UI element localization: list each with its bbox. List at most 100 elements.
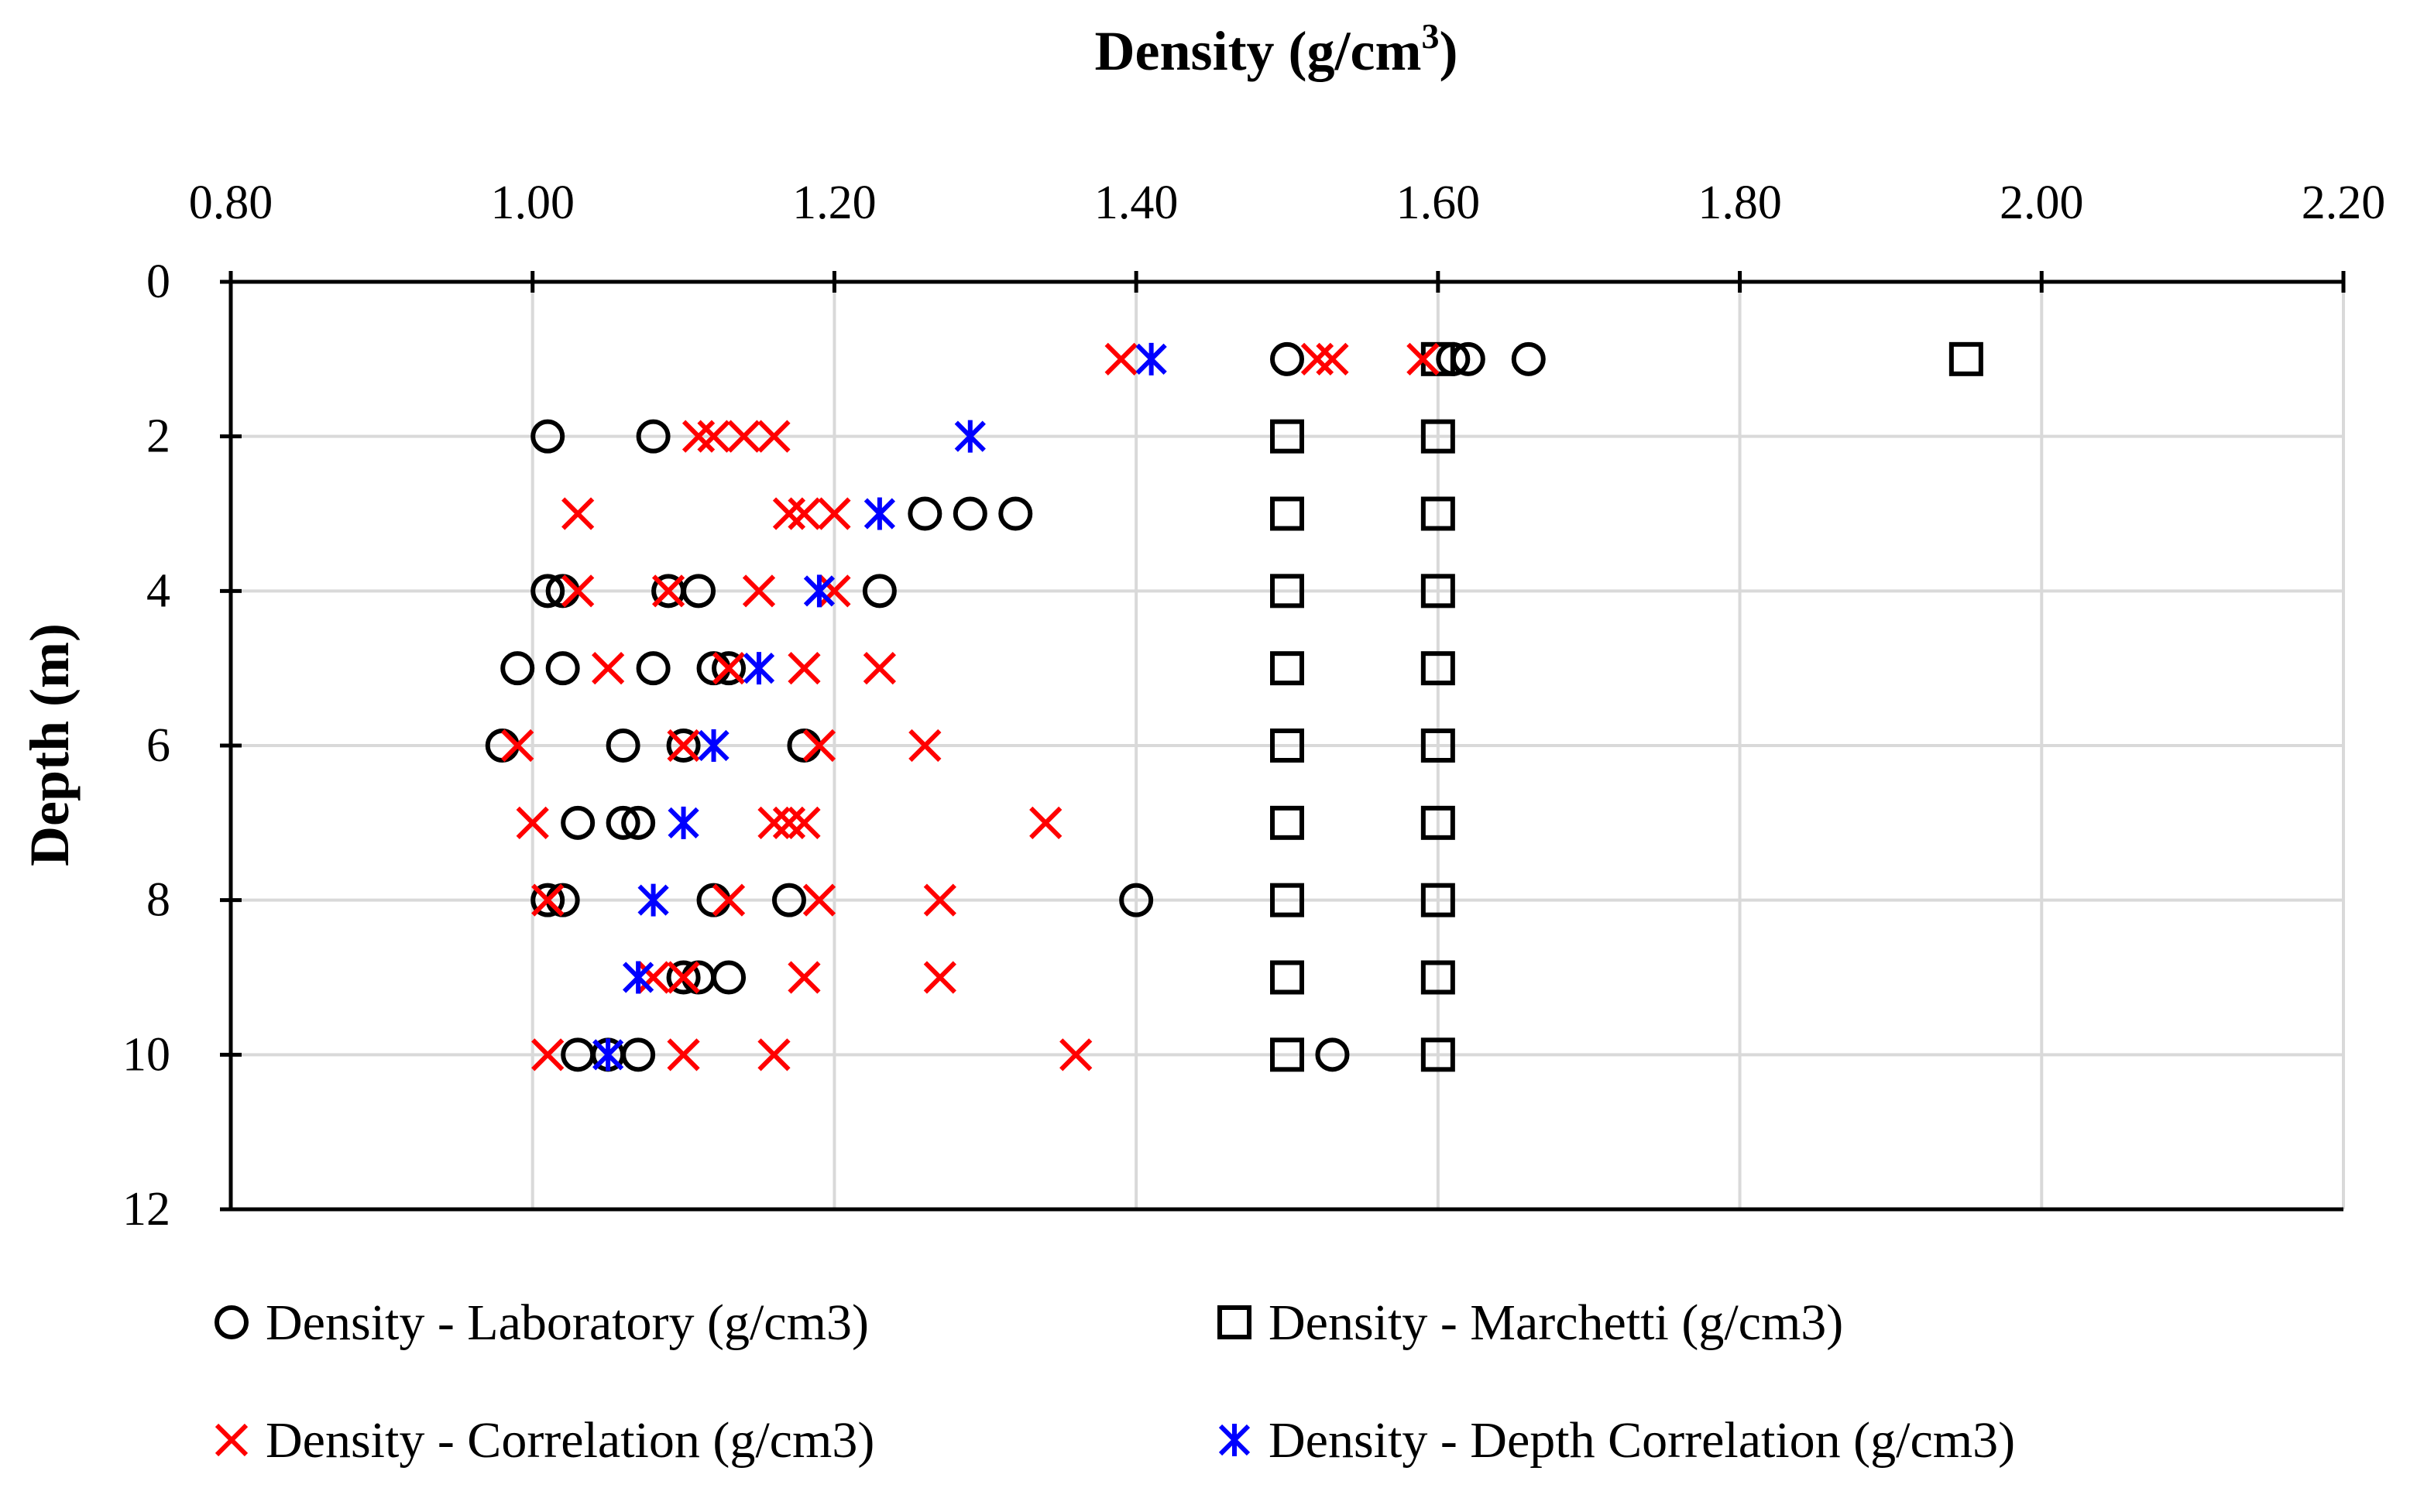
square-data-point [1270, 574, 1304, 609]
circle-data-point [636, 419, 671, 454]
y-tick-label: 12 [122, 1183, 170, 1236]
circle-data-point [681, 574, 716, 609]
asterisk-data-point [743, 652, 775, 685]
circle-data-point [530, 574, 565, 609]
x-data-point [788, 806, 821, 839]
x-data-point [818, 497, 851, 530]
circle-data-point [561, 805, 596, 840]
square-data-point [1420, 574, 1455, 609]
x-data-point [742, 574, 776, 608]
y-tick-label: 8 [146, 874, 170, 927]
x-data-point [531, 1038, 565, 1071]
x-data-point [757, 806, 791, 839]
square-data-point [1270, 805, 1304, 840]
square-data-point [1420, 419, 1455, 454]
square-data-point [1420, 883, 1455, 917]
x-data-point [818, 574, 851, 608]
y-tick-label: 2 [146, 410, 170, 463]
circle-data-point [1511, 341, 1546, 376]
x-tick-label: 1.20 [792, 177, 877, 229]
x-data-point [592, 652, 625, 685]
x-data-point [712, 652, 746, 685]
x-data-point [788, 652, 821, 685]
y-tick-label: 0 [146, 255, 170, 308]
x-tick-label: 0.80 [189, 177, 273, 229]
x-tick-label: 1.80 [1698, 177, 1782, 229]
square-data-point [1420, 960, 1455, 995]
square-data-point [1270, 729, 1304, 763]
square-data-point [1270, 1037, 1304, 1072]
x-data-point [727, 420, 760, 453]
legend-entry-label: Density - Laboratory (g/cm3) [266, 1294, 869, 1351]
x-data-point [788, 497, 821, 530]
legend-entry-label: Density - Correlation (g/cm3) [266, 1412, 874, 1469]
circle-data-point [666, 729, 701, 763]
circle-data-point [862, 574, 897, 609]
circle-data-point [530, 883, 565, 917]
square-data-point [1270, 419, 1304, 454]
asterisk-data-point [863, 497, 896, 530]
x-data-point [863, 652, 897, 685]
asterisk-data-point [622, 961, 654, 994]
legend-marker-x [215, 1423, 249, 1457]
circle-data-point [953, 496, 987, 531]
circle-data-point [621, 1037, 656, 1072]
x-data-point [1300, 342, 1334, 375]
x-tick-label: 2.20 [2302, 177, 2386, 229]
legend-entry-label: Density - Marchetti (g/cm3) [1269, 1294, 1843, 1351]
y-axis-label: Depth (m) [19, 623, 81, 866]
circle-data-point [666, 960, 701, 995]
x-data-point [516, 806, 549, 839]
circle-data-point [545, 651, 580, 686]
asterisk-data-point [954, 420, 986, 453]
square-data-point [1420, 1037, 1455, 1072]
legend: Density - Laboratory (g/cm3) Density - Ma… [215, 1294, 2015, 1469]
x-data-point [697, 420, 730, 453]
x-data-point [1029, 806, 1063, 839]
square-data-point [1270, 496, 1304, 531]
chart-title: Density (g/cm3) [1095, 16, 1458, 82]
x-data-point [637, 961, 670, 994]
x-tick-label: 2.00 [2000, 177, 2084, 229]
circle-data-point [530, 419, 565, 454]
x-data-point [772, 806, 806, 839]
square-data-point [1948, 341, 1983, 376]
asterisk-data-point [1135, 342, 1167, 375]
x-data-point [757, 420, 791, 453]
x-tick-label: 1.60 [1396, 177, 1481, 229]
y-tick-label: 10 [122, 1028, 170, 1081]
circle-data-point [712, 960, 747, 995]
x-data-point [772, 497, 806, 530]
circle-data-point [636, 651, 671, 686]
x-data-point [788, 961, 821, 994]
asterisk-data-point [592, 1038, 624, 1071]
circle-data-point [998, 496, 1033, 531]
x-tick-label: 1.00 [490, 177, 575, 229]
circle-data-point [621, 805, 656, 840]
x-data-point [712, 883, 746, 917]
circle-data-point [712, 651, 747, 686]
x-data-point [923, 961, 956, 994]
axes: 0.80 1.00 1.20 1.40 1.60 1.80 2.00 2.20 0 2 4 6 8 10 1… [122, 177, 2385, 1236]
circle-data-point [606, 729, 640, 763]
legend-entry-label: Density - Depth Correlation (g/cm3) [1269, 1412, 2015, 1469]
asterisk-data-point [803, 574, 836, 608]
square-data-point [1420, 729, 1455, 763]
square-data-point [1420, 651, 1455, 686]
legend-marker-square [1217, 1305, 1251, 1339]
square-data-point [1420, 496, 1455, 531]
square-data-point [1270, 651, 1304, 686]
x-data-point [802, 729, 836, 763]
circle-data-point [606, 805, 640, 840]
y-tick-label: 4 [146, 564, 170, 617]
x-data-point [1316, 342, 1349, 375]
x-data-point [923, 883, 956, 917]
asterisk-data-point [698, 729, 730, 762]
x-data-point [802, 883, 836, 917]
x-data-point [681, 420, 716, 453]
square-data-point [1270, 960, 1304, 995]
x-data-point [667, 729, 700, 763]
grid-lines [231, 282, 2345, 1209]
